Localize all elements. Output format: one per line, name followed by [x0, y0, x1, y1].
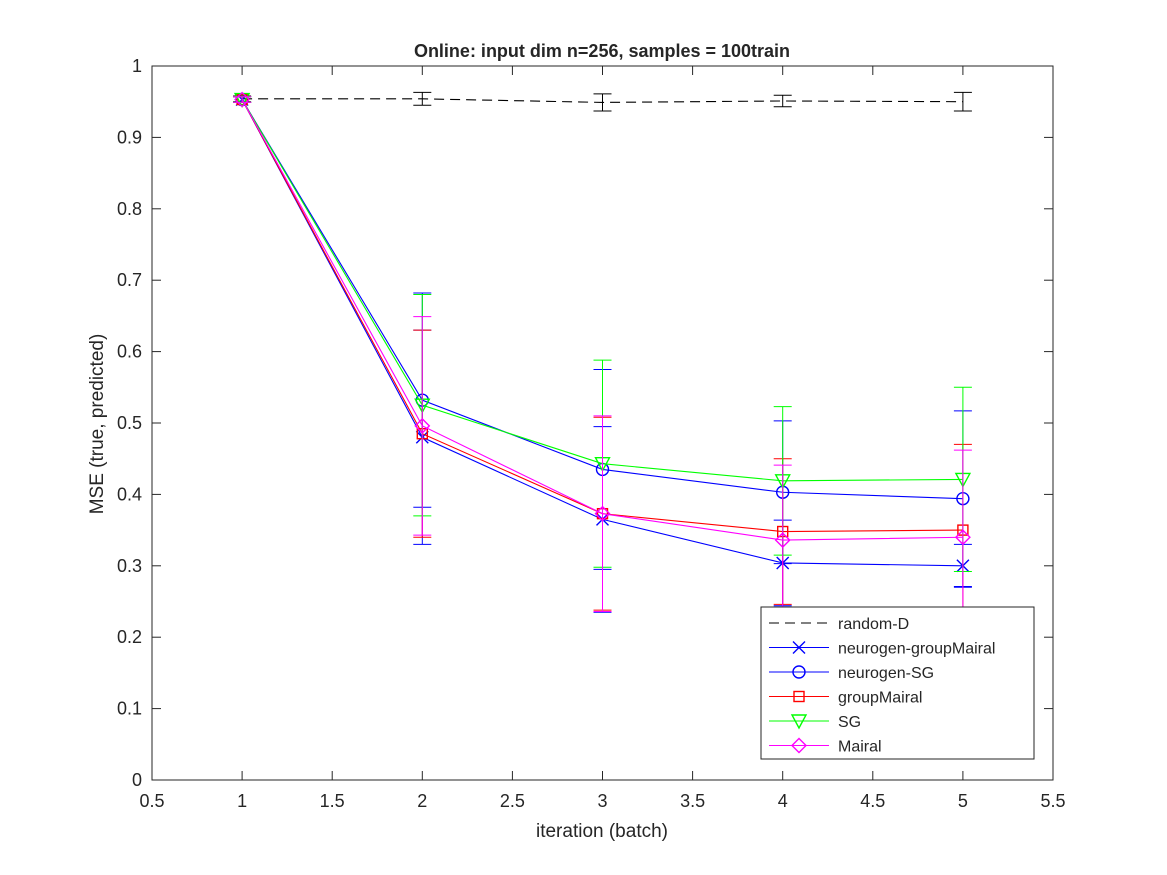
data-point	[414, 417, 431, 434]
y-tick-label: 0.9	[117, 127, 142, 147]
legend-marker	[792, 641, 806, 654]
y-tick-label: 0.4	[117, 484, 142, 504]
legend: random-D neurogen-groupMairal neurogen-SG g…	[760, 606, 1035, 760]
x-axis-label: iteration (batch)	[536, 821, 668, 842]
legend-marker	[790, 714, 808, 730]
x-tick-label: 2	[417, 791, 427, 811]
legend-box	[760, 606, 1035, 760]
x-tick-label: 1	[237, 791, 247, 811]
legend-label: neurogen-groupMairal	[838, 641, 995, 658]
y-tick-label: 0.2	[117, 627, 142, 647]
y-tick-label: 0.5	[117, 413, 142, 433]
data-point	[774, 532, 791, 549]
data-point	[234, 91, 251, 108]
x-tick-label: 5	[958, 791, 968, 811]
data-point	[233, 92, 251, 109]
y-tick-label: 1	[132, 56, 142, 76]
legend-label: neurogen-SG	[838, 665, 934, 682]
legend-label: SG	[838, 714, 861, 731]
legend-marker	[791, 737, 807, 754]
y-tick-label: 0.1	[117, 699, 142, 719]
legend-label: random-D	[838, 616, 909, 633]
series-random-D	[233, 91, 972, 112]
series-line	[242, 98, 963, 103]
y-tick-label: 0	[132, 770, 142, 790]
x-tick-label: 1.5	[320, 791, 345, 811]
data-point	[594, 505, 611, 522]
data-point	[954, 529, 971, 546]
legend-label: Mairal	[838, 739, 882, 756]
data-point	[236, 93, 248, 106]
chart-title: Online: input dim n=256, samples = 100tr…	[414, 41, 790, 61]
x-tick-label: 4.5	[860, 791, 885, 811]
x-tick-label: 3.5	[680, 791, 705, 811]
x-tick-label: 0.5	[139, 791, 164, 811]
legend-marker	[793, 690, 805, 703]
y-axis-label: MSE (true, predicted)	[87, 334, 108, 515]
legend-marker	[792, 665, 806, 679]
x-tick-label: 4	[778, 791, 788, 811]
x-tick-label: 5.5	[1040, 791, 1065, 811]
y-tick-label: 0.8	[117, 199, 142, 219]
x-tick-label: 2.5	[500, 791, 525, 811]
legend-label: groupMairal	[838, 690, 922, 707]
y-tick-label: 0.7	[117, 270, 142, 290]
y-tick-label: 0.6	[117, 342, 142, 362]
y-tick-label: 0.3	[117, 556, 142, 576]
x-tick-label: 3	[597, 791, 607, 811]
series-line	[241, 99, 963, 541]
